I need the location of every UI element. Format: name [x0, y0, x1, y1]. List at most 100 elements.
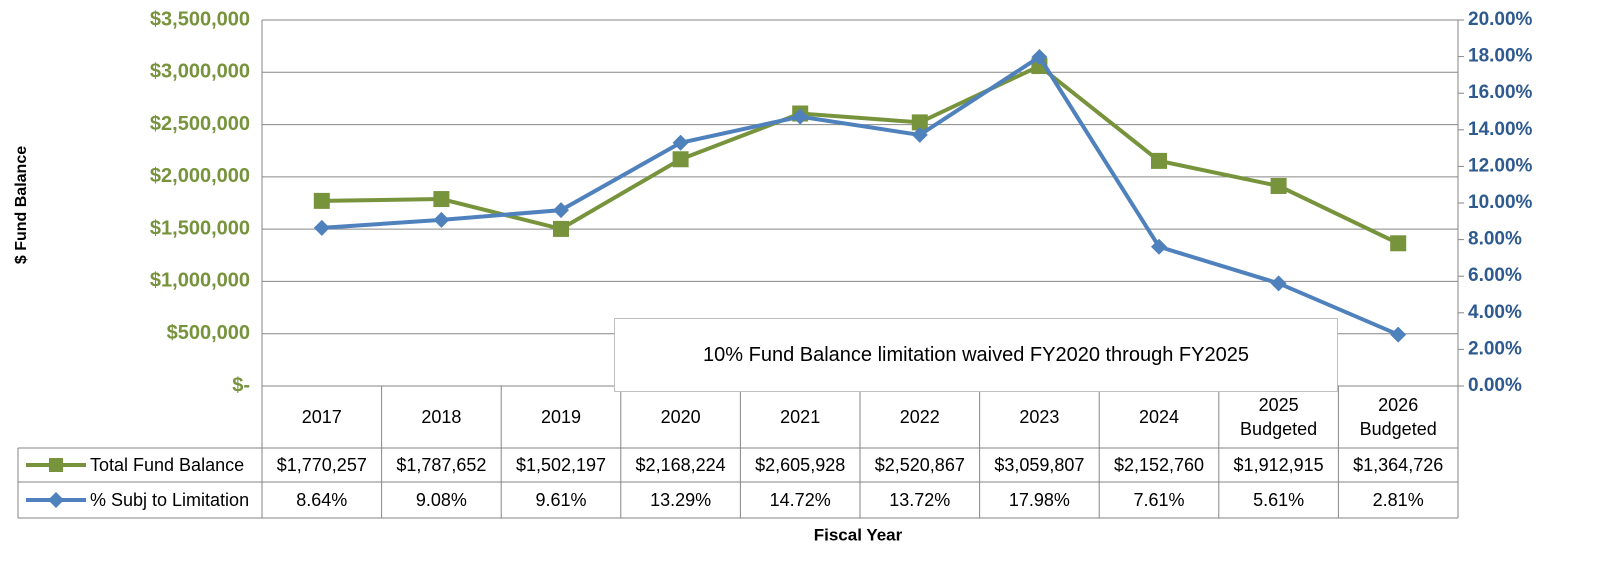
- marker: [1390, 235, 1407, 252]
- y2-tick-label: 14.00%: [1468, 119, 1533, 140]
- marker: [553, 220, 569, 237]
- value-cell: $2,605,928: [740, 448, 860, 482]
- category-cell-text: 2025 Budgeted: [1240, 395, 1318, 439]
- marker: [1151, 238, 1167, 255]
- value-cell-text: $1,787,652: [396, 454, 487, 475]
- marker: [1270, 177, 1287, 194]
- y-tick-label: $3,500,000: [150, 8, 250, 30]
- category-cell: 2021: [740, 386, 860, 448]
- legend-marker: [49, 458, 63, 472]
- value-cell-text: 13.72%: [889, 489, 951, 510]
- value-cell-text: 17.98%: [1008, 489, 1070, 510]
- marker: [1270, 275, 1287, 292]
- value-cell: 13.29%: [621, 482, 741, 518]
- category-cell-text: 2018: [421, 407, 462, 427]
- marker: [553, 202, 569, 219]
- marker: [672, 134, 689, 151]
- value-cell: $2,520,867: [860, 448, 980, 482]
- marker: [911, 126, 928, 143]
- value-cell-text: $1,770,257: [276, 454, 367, 475]
- marker: [672, 151, 689, 168]
- value-cell-text: $1,912,915: [1233, 454, 1324, 475]
- value-cell-text: $3,059,807: [994, 454, 1085, 475]
- legend-marker: [48, 492, 64, 508]
- legend-cell-text: % Subj to Limitation: [90, 489, 250, 510]
- category-cell: 2020: [621, 386, 741, 448]
- category-cell-text: 2022: [899, 407, 940, 427]
- y2-tick-label: 0.00%: [1468, 375, 1522, 396]
- category-cell: 2018: [382, 386, 502, 448]
- y-tick-label: $500,000: [167, 322, 250, 344]
- y-tick-label: $1,000,000: [150, 270, 250, 292]
- value-cell: 9.61%: [501, 482, 621, 518]
- annotation: 10% Fund Balance limitation waived FY202…: [614, 318, 1338, 392]
- category-cell: 2026 Budgeted: [1338, 386, 1458, 448]
- category-cell: 2022: [860, 386, 980, 448]
- marker: [792, 108, 809, 125]
- value-cell: $3,059,807: [980, 448, 1100, 482]
- value-cell: 7.61%: [1099, 482, 1219, 518]
- y-tick-label: $2,000,000: [150, 165, 250, 187]
- y-tick-label: $1,500,000: [150, 217, 250, 239]
- value-cell-text: 13.29%: [650, 489, 712, 510]
- marker: [433, 191, 450, 208]
- value-cell: $2,152,760: [1099, 448, 1219, 482]
- value-cell-text: 14.72%: [769, 489, 831, 510]
- y2-tick-label: 2.00%: [1468, 338, 1522, 359]
- value-cell: 5.61%: [1219, 482, 1339, 518]
- x-axis-label: Fiscal Year: [814, 525, 903, 544]
- y2-tick-label: 10.00%: [1468, 192, 1533, 213]
- legend-cell: % Subj to Limitation: [18, 482, 262, 518]
- marker: [1031, 48, 1048, 65]
- legend-cell: Total Fund Balance: [18, 448, 262, 482]
- category-cell: 2025 Budgeted: [1219, 386, 1339, 448]
- y2-tick-label: 12.00%: [1468, 155, 1533, 176]
- category-cell-text: 2017: [301, 407, 342, 427]
- y2-tick-label: 8.00%: [1468, 229, 1522, 250]
- value-cell: 9.08%: [382, 482, 502, 518]
- series-line: [321, 54, 1399, 337]
- y-tick-label: $3,000,000: [150, 61, 250, 83]
- value-cell: $1,364,726: [1338, 448, 1458, 482]
- marker: [1151, 152, 1167, 169]
- value-cell-text: 5.61%: [1253, 489, 1305, 510]
- value-cell: 2.81%: [1338, 482, 1458, 518]
- value-cell-text: 9.08%: [415, 489, 467, 510]
- value-cell: $1,912,915: [1219, 448, 1339, 482]
- value-cell-text: 9.61%: [535, 489, 587, 510]
- value-cell-text: $2,520,867: [874, 454, 965, 475]
- value-cell: 14.72%: [740, 482, 860, 518]
- category-cell: 2019: [501, 386, 621, 448]
- value-cell: $1,770,257: [262, 448, 382, 482]
- y2-tick-label: 16.00%: [1468, 82, 1533, 103]
- y2-tick-label: 4.00%: [1468, 302, 1522, 323]
- value-cell: $1,787,652: [382, 448, 502, 482]
- y2-tick-label: 6.00%: [1468, 265, 1522, 286]
- marker: [1390, 326, 1407, 343]
- marker: [313, 219, 330, 236]
- y-axis-label: $ Fund Balance: [13, 146, 30, 264]
- category-cell-text: 2020: [660, 407, 701, 427]
- value-cell-text: $1,502,197: [515, 454, 607, 475]
- value-cell: 17.98%: [980, 482, 1100, 518]
- category-cell: 2017: [262, 386, 382, 448]
- value-cell-text: $1,364,726: [1353, 454, 1444, 475]
- y2-tick-label: 20.00%: [1468, 9, 1533, 30]
- value-cell: 8.64%: [262, 482, 382, 518]
- category-cell-text: 2023: [1019, 407, 1060, 427]
- category-cell-text: 2024: [1138, 407, 1179, 427]
- y2-tick-label: 18.00%: [1468, 46, 1533, 67]
- value-cell-text: 7.61%: [1133, 489, 1185, 510]
- marker: [433, 211, 450, 228]
- category-cell-text: 2021: [780, 407, 821, 427]
- y-tick-label: $-: [232, 374, 250, 396]
- value-cell: $2,168,224: [621, 448, 741, 482]
- marker: [911, 114, 928, 131]
- value-cell-text: 8.64%: [296, 489, 348, 510]
- legend-cell-text: Total Fund Balance: [90, 454, 245, 475]
- value-cell: 13.72%: [860, 482, 980, 518]
- value-cell-text: $2,605,928: [755, 454, 846, 475]
- y-tick-label: $2,500,000: [150, 113, 250, 135]
